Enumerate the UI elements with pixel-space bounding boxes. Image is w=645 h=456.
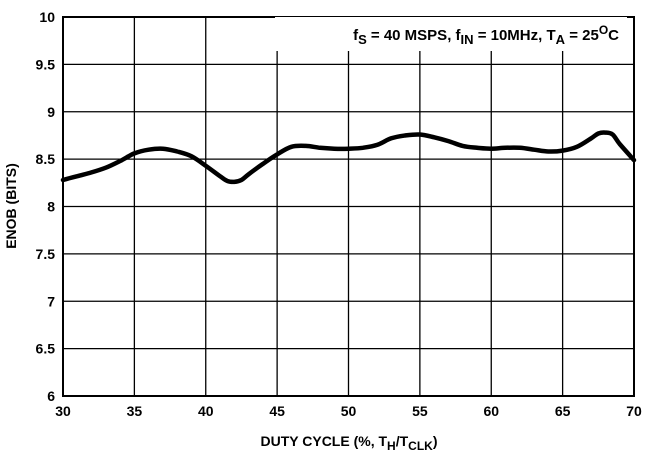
- annotation-sub-in: IN: [461, 32, 474, 47]
- x-tick-label: 65: [555, 403, 571, 419]
- series-line-0: [60, 130, 637, 185]
- annotation-ta-value: = 25: [565, 27, 599, 44]
- y-tick-label: 6.5: [36, 341, 56, 357]
- x-axis-title-post: ): [433, 433, 438, 449]
- x-axis-title-mid: /T: [396, 433, 409, 449]
- y-tick-labels: 6 6.5 7 7.5 8 8.5 9 9.5 10: [36, 9, 56, 404]
- x-tick-label: 70: [626, 403, 642, 419]
- x-axis-title-sub1: H: [387, 439, 396, 453]
- series-layer: [60, 130, 637, 185]
- annotation-degree: O: [599, 23, 608, 37]
- x-tick-label: 45: [269, 403, 285, 419]
- annotation-fin-value: = 10MHz, T: [474, 27, 556, 44]
- annotation-fs-value: = 40 MSPS, f: [367, 27, 462, 44]
- conditions-annotation: fS = 40 MSPS, fIN = 10MHz, TA = 25OC: [353, 23, 619, 47]
- y-tick-label: 10: [39, 9, 55, 25]
- annotation-sub-s: S: [358, 32, 367, 47]
- x-tick-label: 55: [412, 403, 428, 419]
- y-tick-label: 9: [47, 104, 55, 120]
- conditions-annotation-box: fS = 40 MSPS, fIN = 10MHz, TA = 25OC: [275, 17, 627, 51]
- x-tick-label: 60: [483, 403, 499, 419]
- y-tick-label: 8.5: [36, 151, 56, 167]
- annotation-sub-a: A: [556, 32, 566, 47]
- y-tick-label: 7: [47, 293, 55, 309]
- x-tick-label: 50: [341, 403, 357, 419]
- y-tick-label: 9.5: [36, 56, 56, 72]
- y-axis-title: ENOB (BITS): [3, 163, 19, 249]
- x-tick-label: 30: [55, 403, 71, 419]
- annotation-f: f: [353, 27, 359, 44]
- x-tick-label: 40: [198, 403, 214, 419]
- x-axis-title-pre: DUTY CYCLE (%, T: [261, 433, 388, 449]
- x-axis-title: DUTY CYCLE (%, TH/TCLK): [261, 433, 438, 453]
- y-tick-label: 7.5: [36, 246, 56, 262]
- y-tick-label: 8: [47, 199, 55, 215]
- annotation-background: [275, 17, 627, 51]
- x-axis-title-sub2: CLK: [408, 439, 433, 453]
- x-tick-label: 35: [127, 403, 143, 419]
- grid-lines: [63, 17, 634, 396]
- annotation-unit: C: [608, 27, 619, 44]
- y-tick-label: 6: [47, 388, 55, 404]
- x-tick-labels: 30 35 40 45 50 55 60 65 70: [55, 403, 642, 419]
